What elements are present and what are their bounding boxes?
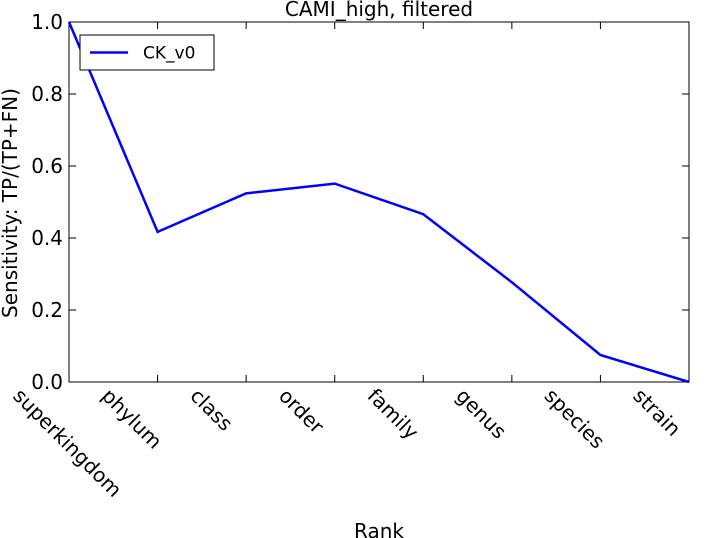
y-tick-label: 0.2 bbox=[31, 298, 63, 322]
x-tick-label: class bbox=[186, 384, 238, 436]
x-tick-label: order bbox=[274, 384, 329, 439]
x-tick-label: family bbox=[363, 384, 424, 445]
y-axis-title: Sensitivity: TP/(TP+FN) bbox=[0, 88, 22, 318]
x-tick-label: genus bbox=[451, 384, 511, 444]
x-tick-label: species bbox=[540, 384, 610, 454]
x-tick-label: strain bbox=[628, 384, 685, 441]
series-line-CK_v0 bbox=[67, 21, 690, 384]
plot-frame bbox=[68, 21, 690, 383]
x-axis-title: Rank bbox=[354, 519, 404, 538]
x-tick-label: phylum bbox=[97, 384, 167, 454]
y-tick-label: 0.4 bbox=[31, 226, 63, 250]
y-tick-label: 1.0 bbox=[31, 10, 63, 34]
chart-title: CAMI_high, filtered bbox=[285, 0, 473, 21]
legend-label: CK_v0 bbox=[143, 44, 195, 64]
y-tick-label: 0.6 bbox=[31, 154, 63, 178]
y-tick-label: 0.0 bbox=[31, 370, 63, 394]
y-tick-label: 0.8 bbox=[31, 82, 63, 106]
